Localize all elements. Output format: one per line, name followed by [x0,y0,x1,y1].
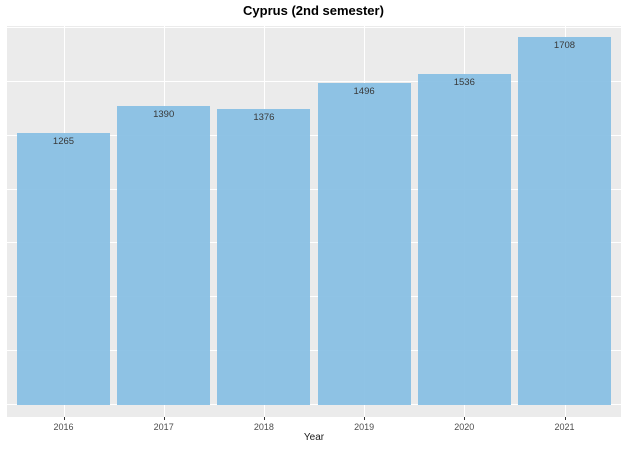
x-tick-label: 2020 [454,422,475,432]
h-gridline [7,350,621,352]
x-tick [364,417,366,420]
bar-value-label: 1390 [153,108,175,120]
x-tick-label: 2017 [153,422,174,432]
x-tick-label: 2018 [253,422,274,432]
bar [217,108,311,405]
h-gridline [7,80,621,82]
h-gridline [7,404,621,405]
h-gridline [7,27,621,29]
x-tick [63,417,65,420]
x-tick-label: 2016 [53,422,74,432]
x-tick-label: 2021 [554,422,575,432]
bar [518,37,611,405]
bar-value-label: 1708 [553,40,576,52]
bar [17,132,110,405]
x-tick [263,417,265,420]
bar [117,105,211,405]
bar [317,82,411,405]
x-tick [163,417,165,420]
bar-value-label: 1496 [353,85,375,97]
x-axis: 2016 2017 2018 2019 2020 2021 [7,417,621,433]
bar-value-label: 1265 [52,135,75,147]
h-gridline [7,134,621,136]
x-tick [464,417,466,420]
plot-panel: 1265 1390 1376 1496 1536 1708 [7,26,621,417]
x-tick-label: 2019 [354,422,375,432]
bar-value-label: 1536 [453,77,475,89]
x-tick [564,417,566,420]
bar-value-label: 1376 [253,111,275,123]
h-gridline [7,188,621,190]
x-axis-title: Year [303,432,325,443]
h-gridline [7,296,621,298]
bar [417,74,511,405]
chart-title: Cyprus (2nd semester) [243,3,384,18]
h-gridline [7,242,621,244]
